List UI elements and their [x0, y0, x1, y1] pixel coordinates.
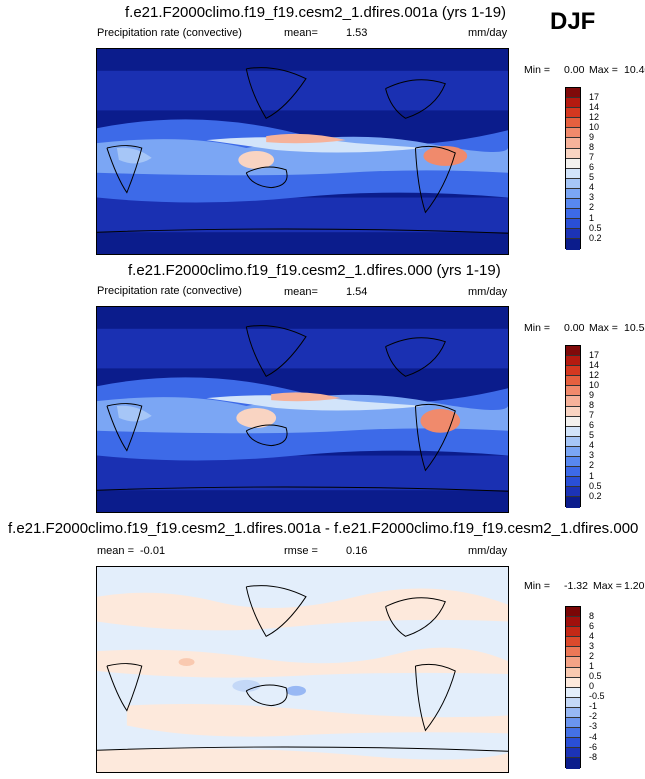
colorbar-tick: 0 — [589, 681, 595, 691]
colorbar-tick: 7 — [589, 152, 595, 162]
panel3-rmse-label: rmse = — [284, 545, 318, 557]
colorbar-tick: -2 — [589, 711, 598, 721]
colorbar-tick: 6 — [589, 162, 595, 172]
panel3-title: f.e21.F2000climo.f19_f19.cesm2_1.dfires.… — [8, 520, 639, 537]
colorbar-tick: 5 — [589, 172, 595, 182]
panel2-title: f.e21.F2000climo.f19_f19.cesm2_1.dfires.… — [128, 262, 501, 279]
colorbar-tick: 5 — [589, 430, 595, 440]
colorbar-tick: 8 — [589, 142, 595, 152]
panel1-max-label: Max = — [589, 64, 618, 76]
panel3-map — [96, 566, 509, 773]
colorbar-tick: 6 — [589, 420, 595, 430]
panel1-max-value: 10.40 — [624, 64, 645, 76]
colorbar-tick: 17 — [589, 350, 600, 360]
panel2-max-value: 10.58 — [624, 322, 645, 334]
colorbar-tick: 0.2 — [589, 233, 602, 243]
panel3-min-label: Min = — [524, 580, 550, 592]
panel1-variable-label: Precipitation rate (convective) — [97, 27, 242, 39]
colorbar-tick: 14 — [589, 360, 600, 370]
colorbar-tick: 4 — [589, 440, 595, 450]
panel3-colorbar — [565, 606, 581, 769]
panel1-colorbar — [565, 87, 581, 250]
colorbar-tick: 10 — [589, 380, 600, 390]
panel3-mean-value: -0.01 — [140, 545, 166, 557]
panel2-colorbar — [565, 345, 581, 508]
colorbar-tick: 4 — [589, 631, 595, 641]
colorbar-tick: 9 — [589, 132, 595, 142]
season-label: DJF — [550, 8, 596, 35]
colorbar-tick: 8 — [589, 400, 595, 410]
colorbar-tick: -6 — [589, 742, 598, 752]
panel3-max-label: Max = — [593, 580, 622, 592]
panel3-mean-label: mean = — [97, 545, 134, 557]
colorbar-tick: -8 — [589, 752, 598, 762]
panel2-variable-label: Precipitation rate (convective) — [97, 285, 242, 297]
panel2-mean-value: 1.54 — [346, 286, 368, 298]
panel3-units: mm/day — [468, 545, 508, 557]
colorbar-tick: 1 — [589, 213, 595, 223]
panel1-units: mm/day — [468, 27, 508, 39]
colorbar-tick: 2 — [589, 460, 595, 470]
colorbar-tick: -0.5 — [589, 691, 605, 701]
colorbar-tick: 10 — [589, 122, 600, 132]
colorbar-tick: -1 — [589, 701, 598, 711]
panel1-min-value: 0.00 — [564, 64, 585, 76]
panel1-mean-value: 1.53 — [346, 27, 368, 39]
colorbar-tick: 3 — [589, 641, 595, 651]
panel2-mean-label: mean= — [284, 286, 318, 298]
panel2-min-label: Min = — [524, 322, 550, 334]
panel2-max-label: Max = — [589, 322, 618, 334]
colorbar-tick: -4 — [589, 732, 598, 742]
colorbar-tick: 8 — [589, 611, 595, 621]
panel2-map — [96, 306, 509, 513]
colorbar-tick: 3 — [589, 450, 595, 460]
colorbar-tick: 2 — [589, 651, 595, 661]
colorbar-tick: 0.5 — [589, 481, 602, 491]
colorbar-tick: 4 — [589, 182, 595, 192]
panel3-max-value: 1.20 — [624, 580, 645, 592]
colorbar-tick: 3 — [589, 192, 595, 202]
colorbar-tick: 14 — [589, 102, 600, 112]
panel1-title: f.e21.F2000climo.f19_f19.cesm2_1.dfires.… — [125, 4, 507, 21]
panel1-min-label: Min = — [524, 64, 550, 76]
colorbar-tick: 0.2 — [589, 491, 602, 501]
colorbar-tick: 17 — [589, 92, 600, 102]
panel1-map — [96, 48, 509, 255]
colorbar-tick: 9 — [589, 390, 595, 400]
colorbar-tick: 0.5 — [589, 671, 602, 681]
panel2-min-value: 0.00 — [564, 322, 585, 334]
colorbar-tick: 1 — [589, 661, 595, 671]
colorbar-tick: -3 — [589, 721, 598, 731]
colorbar-tick: 12 — [589, 112, 600, 122]
colorbar-tick: 2 — [589, 202, 595, 212]
panel1-mean-label: mean= — [284, 27, 318, 39]
colorbar-tick: 6 — [589, 621, 595, 631]
colorbar-tick: 0.5 — [589, 223, 602, 233]
colorbar-tick: 12 — [589, 370, 600, 380]
colorbar-tick: 7 — [589, 410, 595, 420]
panel3-rmse-value: 0.16 — [346, 545, 368, 557]
panel2-units: mm/day — [468, 286, 508, 298]
panel3-min-value: -1.32 — [564, 580, 588, 592]
colorbar-tick: 1 — [589, 471, 595, 481]
